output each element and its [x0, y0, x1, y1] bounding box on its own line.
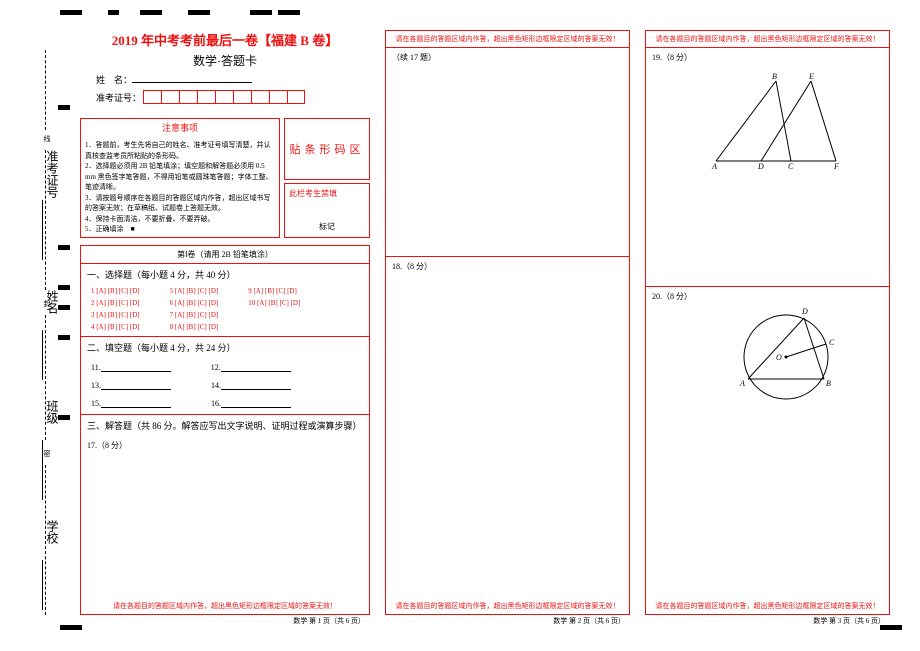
id-label: 准考证号： — [96, 91, 141, 104]
fill-title: 二、填空题（每小题 4 分，共 24 分） — [81, 337, 369, 358]
svg-text:D: D — [801, 307, 808, 316]
notice-item: 3．请按题号顺序在各题目的答题区域内作答，超出区域书写的答案无效；在草稿纸、试题… — [85, 193, 275, 214]
svg-text:C: C — [829, 338, 835, 347]
svg-text:A: A — [739, 379, 745, 388]
top-markers — [0, 10, 920, 17]
q20-figure: A B O C D — [716, 302, 856, 412]
svg-text:D: D — [757, 162, 764, 171]
exam-subtitle: 数学·答题卡 — [80, 52, 370, 69]
exam-title: 2019 年中考考前最后一卷【福建 B 卷】 — [80, 30, 370, 49]
svg-text:F: F — [833, 162, 839, 171]
q17-cont: （续 17 题） — [386, 48, 629, 67]
q19-label: 19.（8 分） — [646, 48, 889, 67]
mark-label: 标记 — [285, 217, 369, 232]
essay-title: 三、解答题（共 86 分。解答应写出文字说明、证明过程或演算步骤） — [81, 415, 369, 436]
panel-1-header: 2019 年中考考前最后一卷【福建 B 卷】 数学·答题卡 姓 名： 准考证号： — [80, 30, 370, 106]
mc-title: 一、选择题（每小题 4 分，共 40 分） — [81, 264, 369, 285]
q18-label: 18.（8 分） — [386, 257, 629, 276]
svg-text:B: B — [826, 379, 831, 388]
side-label: 班级 — [44, 400, 61, 424]
fill-row[interactable]: 11.12. — [81, 358, 369, 376]
mc-row[interactable]: 4 [A] [B] [C] [D]8 [A] [B] [C] [D] — [81, 321, 369, 337]
page-num: 数学 第 3 页（共 6 页） — [813, 616, 885, 626]
svg-text:O: O — [776, 353, 782, 362]
notice-item: 5．正确填涂 ■ — [85, 224, 275, 235]
page-num: 数学 第 2 页（共 6 页） — [553, 616, 625, 626]
panel-warn: 请在各题目的答题区域内作答，超出黑色矩形边框限定区域的答案无效！ — [81, 601, 369, 611]
notice-item: 1．答题前，考生先将自己的姓名、准考证号填写清楚，并认真核查监考员所粘贴的条形码… — [85, 140, 275, 161]
forbid-box: 此栏考生禁填 标记 — [284, 183, 370, 238]
fill-row[interactable]: 13.14. — [81, 376, 369, 394]
bottom-markers — [0, 625, 920, 632]
panel-3: 请在各题目的答题区域内作答，超出黑色矩形边框限定区域的答案无效！ 19.（8 分… — [645, 30, 890, 615]
barcode-box: 贴条形码区 — [284, 118, 370, 180]
svg-text:E: E — [808, 72, 814, 81]
mc-row[interactable]: 2 [A] [B] [C] [D]6 [A] [B] [C] [D]10 [A]… — [81, 297, 369, 309]
forbid-label: 此栏考生禁填 — [285, 184, 369, 203]
part1-header: 第Ⅰ卷（请用 2B 铅笔填涂） — [81, 246, 369, 264]
barcode-label: 贴条形码区 — [285, 119, 369, 157]
side-label: 学校 — [44, 520, 61, 544]
panel-warn: 请在各题目的答题区域内作答，超出黑色矩形边框限定区域的答案无效！ — [646, 601, 889, 611]
q19-figure: A D C F B E — [706, 71, 856, 171]
name-label: 姓 名： — [96, 75, 132, 85]
notice-box: 注意事项 1．答题前，考生先将自己的姓名、准考证号填写清楚，并认真核查监考员所粘… — [80, 118, 280, 238]
panel-warn: 请在各题目的答题区域内作答，超出黑色矩形边框限定区域的答案无效！ — [646, 31, 889, 47]
notice-title: 注意事项 — [81, 119, 279, 136]
panel-warn: 请在各题目的答题区域内作答，超出黑色矩形边框限定区域的答案无效！ — [386, 601, 629, 611]
svg-text:C: C — [788, 162, 794, 171]
side-label: 准考证号 — [44, 150, 61, 198]
svg-text:A: A — [711, 162, 717, 171]
id-boxes[interactable] — [143, 90, 305, 104]
page-num: 数学 第 1 页（共 6 页） — [293, 616, 365, 626]
mc-row[interactable]: 1 [A] [B] [C] [D]5 [A] [B] [C] [D]9 [A] … — [81, 285, 369, 297]
mc-row[interactable]: 3 [A] [B] [C] [D]7 [A] [B] [C] [D] — [81, 309, 369, 321]
fill-row[interactable]: 15.16. — [81, 394, 369, 415]
notice-item: 2．选择题必须用 2B 铅笔填涂；填空题和解答题必须用 0.5 mm 黑色签字笔… — [85, 161, 275, 193]
panel-2: 请在各题目的答题区域内作答，超出黑色矩形边框限定区域的答案无效！ （续 17 题… — [385, 30, 630, 615]
q17-label: 17.（8 分） — [81, 436, 369, 455]
panel-part1: 第Ⅰ卷（请用 2B 铅笔填涂） 一、选择题（每小题 4 分，共 40 分） 1 … — [80, 245, 370, 615]
notice-item: 4．保持卡面清洁，不要折叠、不要弄破。 — [85, 214, 275, 225]
panel-warn: 请在各题目的答题区域内作答，超出黑色矩形边框限定区域的答案无效！ — [386, 31, 629, 47]
svg-text:B: B — [772, 72, 777, 81]
